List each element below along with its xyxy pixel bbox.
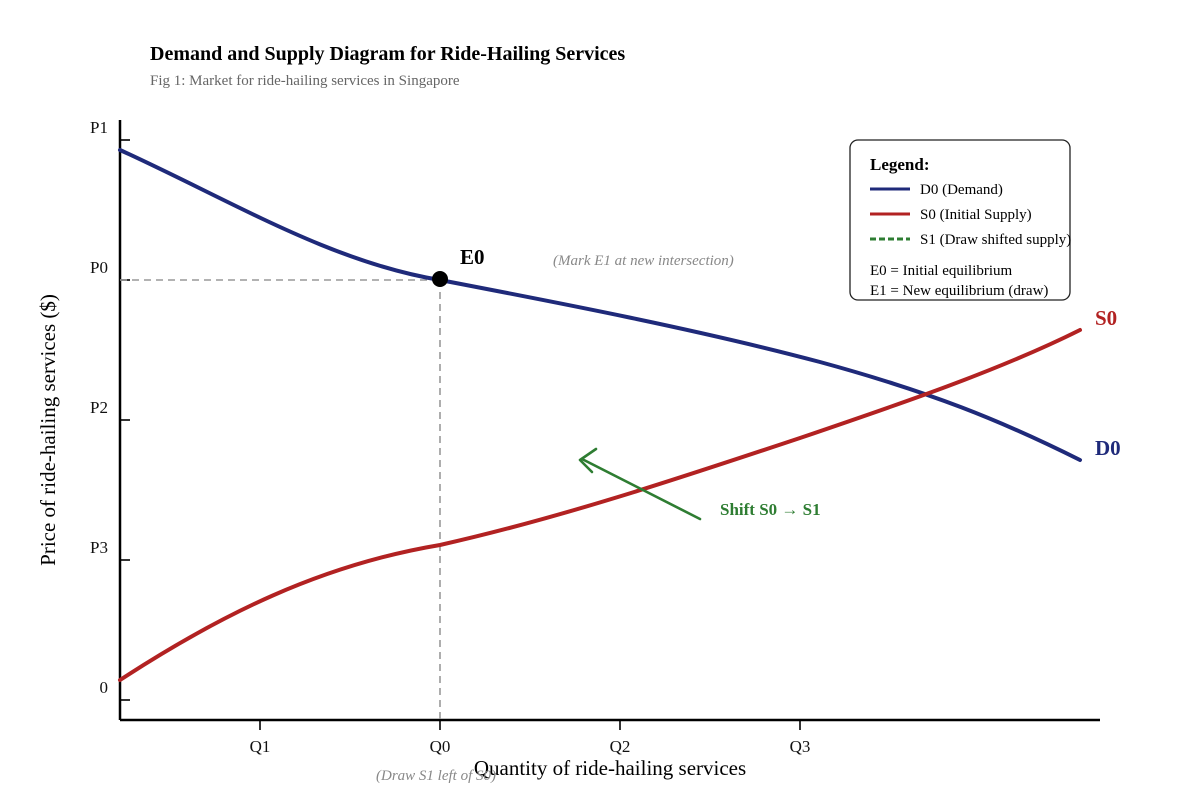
y-tick-label-p0: P0 — [90, 258, 108, 277]
y-tick-label-p3: P3 — [90, 538, 108, 557]
y-axis-title: Price of ride-hailing services ($) — [36, 294, 60, 566]
legend-item-shifted-supply: S1 (Draw shifted supply) — [920, 232, 1071, 248]
x-tick-label-q3: Q3 — [790, 737, 811, 756]
legend: Legend: D0 (Demand) S0 (Initial Supply) … — [849, 139, 1071, 301]
diagram-subtitle: Fig 1: Market for ride-hailing services … — [150, 73, 460, 89]
legend-item-supply: S0 (Initial Supply) — [920, 207, 1032, 223]
legend-box — [849, 139, 1071, 301]
legend-note-e1: E1 = New equilibrium (draw) — [870, 283, 1048, 299]
legend-title: Legend: — [870, 155, 930, 174]
note-draw-s1: (Draw S1 left of S0) — [376, 768, 496, 784]
supply-curve-label: S0 — [1095, 306, 1117, 330]
y-tick-label-p2: P2 — [90, 398, 108, 417]
shift-label: Shift S0 → S1 — [720, 500, 821, 519]
shift-arrow — [578, 447, 702, 521]
equilibrium-point-e0 — [432, 271, 448, 287]
shift-arrow-shaft — [580, 457, 702, 521]
x-tick-label-q2: Q2 — [610, 737, 631, 756]
legend-item-demand: D0 (Demand) — [920, 182, 1003, 198]
y-tick-label-p1: P1 — [90, 118, 108, 137]
supply-curve — [118, 328, 1082, 682]
demand-curve — [118, 148, 1082, 462]
legend-note-e0: E0 = Initial equilibrium — [870, 263, 1013, 279]
note-mark-e1: (Mark E1 at new intersection) — [553, 253, 734, 269]
x-tick-label-q0: Q0 — [430, 737, 451, 756]
y-tick-label-zero: 0 — [100, 678, 109, 697]
shift-arrow-head — [578, 447, 598, 474]
equilibrium-label-e0: E0 — [460, 245, 485, 269]
demand-curve-label: D0 — [1095, 436, 1121, 460]
x-tick-label-q1: Q1 — [250, 737, 271, 756]
x-axis-title: Quantity of ride-hailing services — [474, 756, 746, 780]
diagram-title: Demand and Supply Diagram for Ride-Haili… — [150, 43, 625, 65]
